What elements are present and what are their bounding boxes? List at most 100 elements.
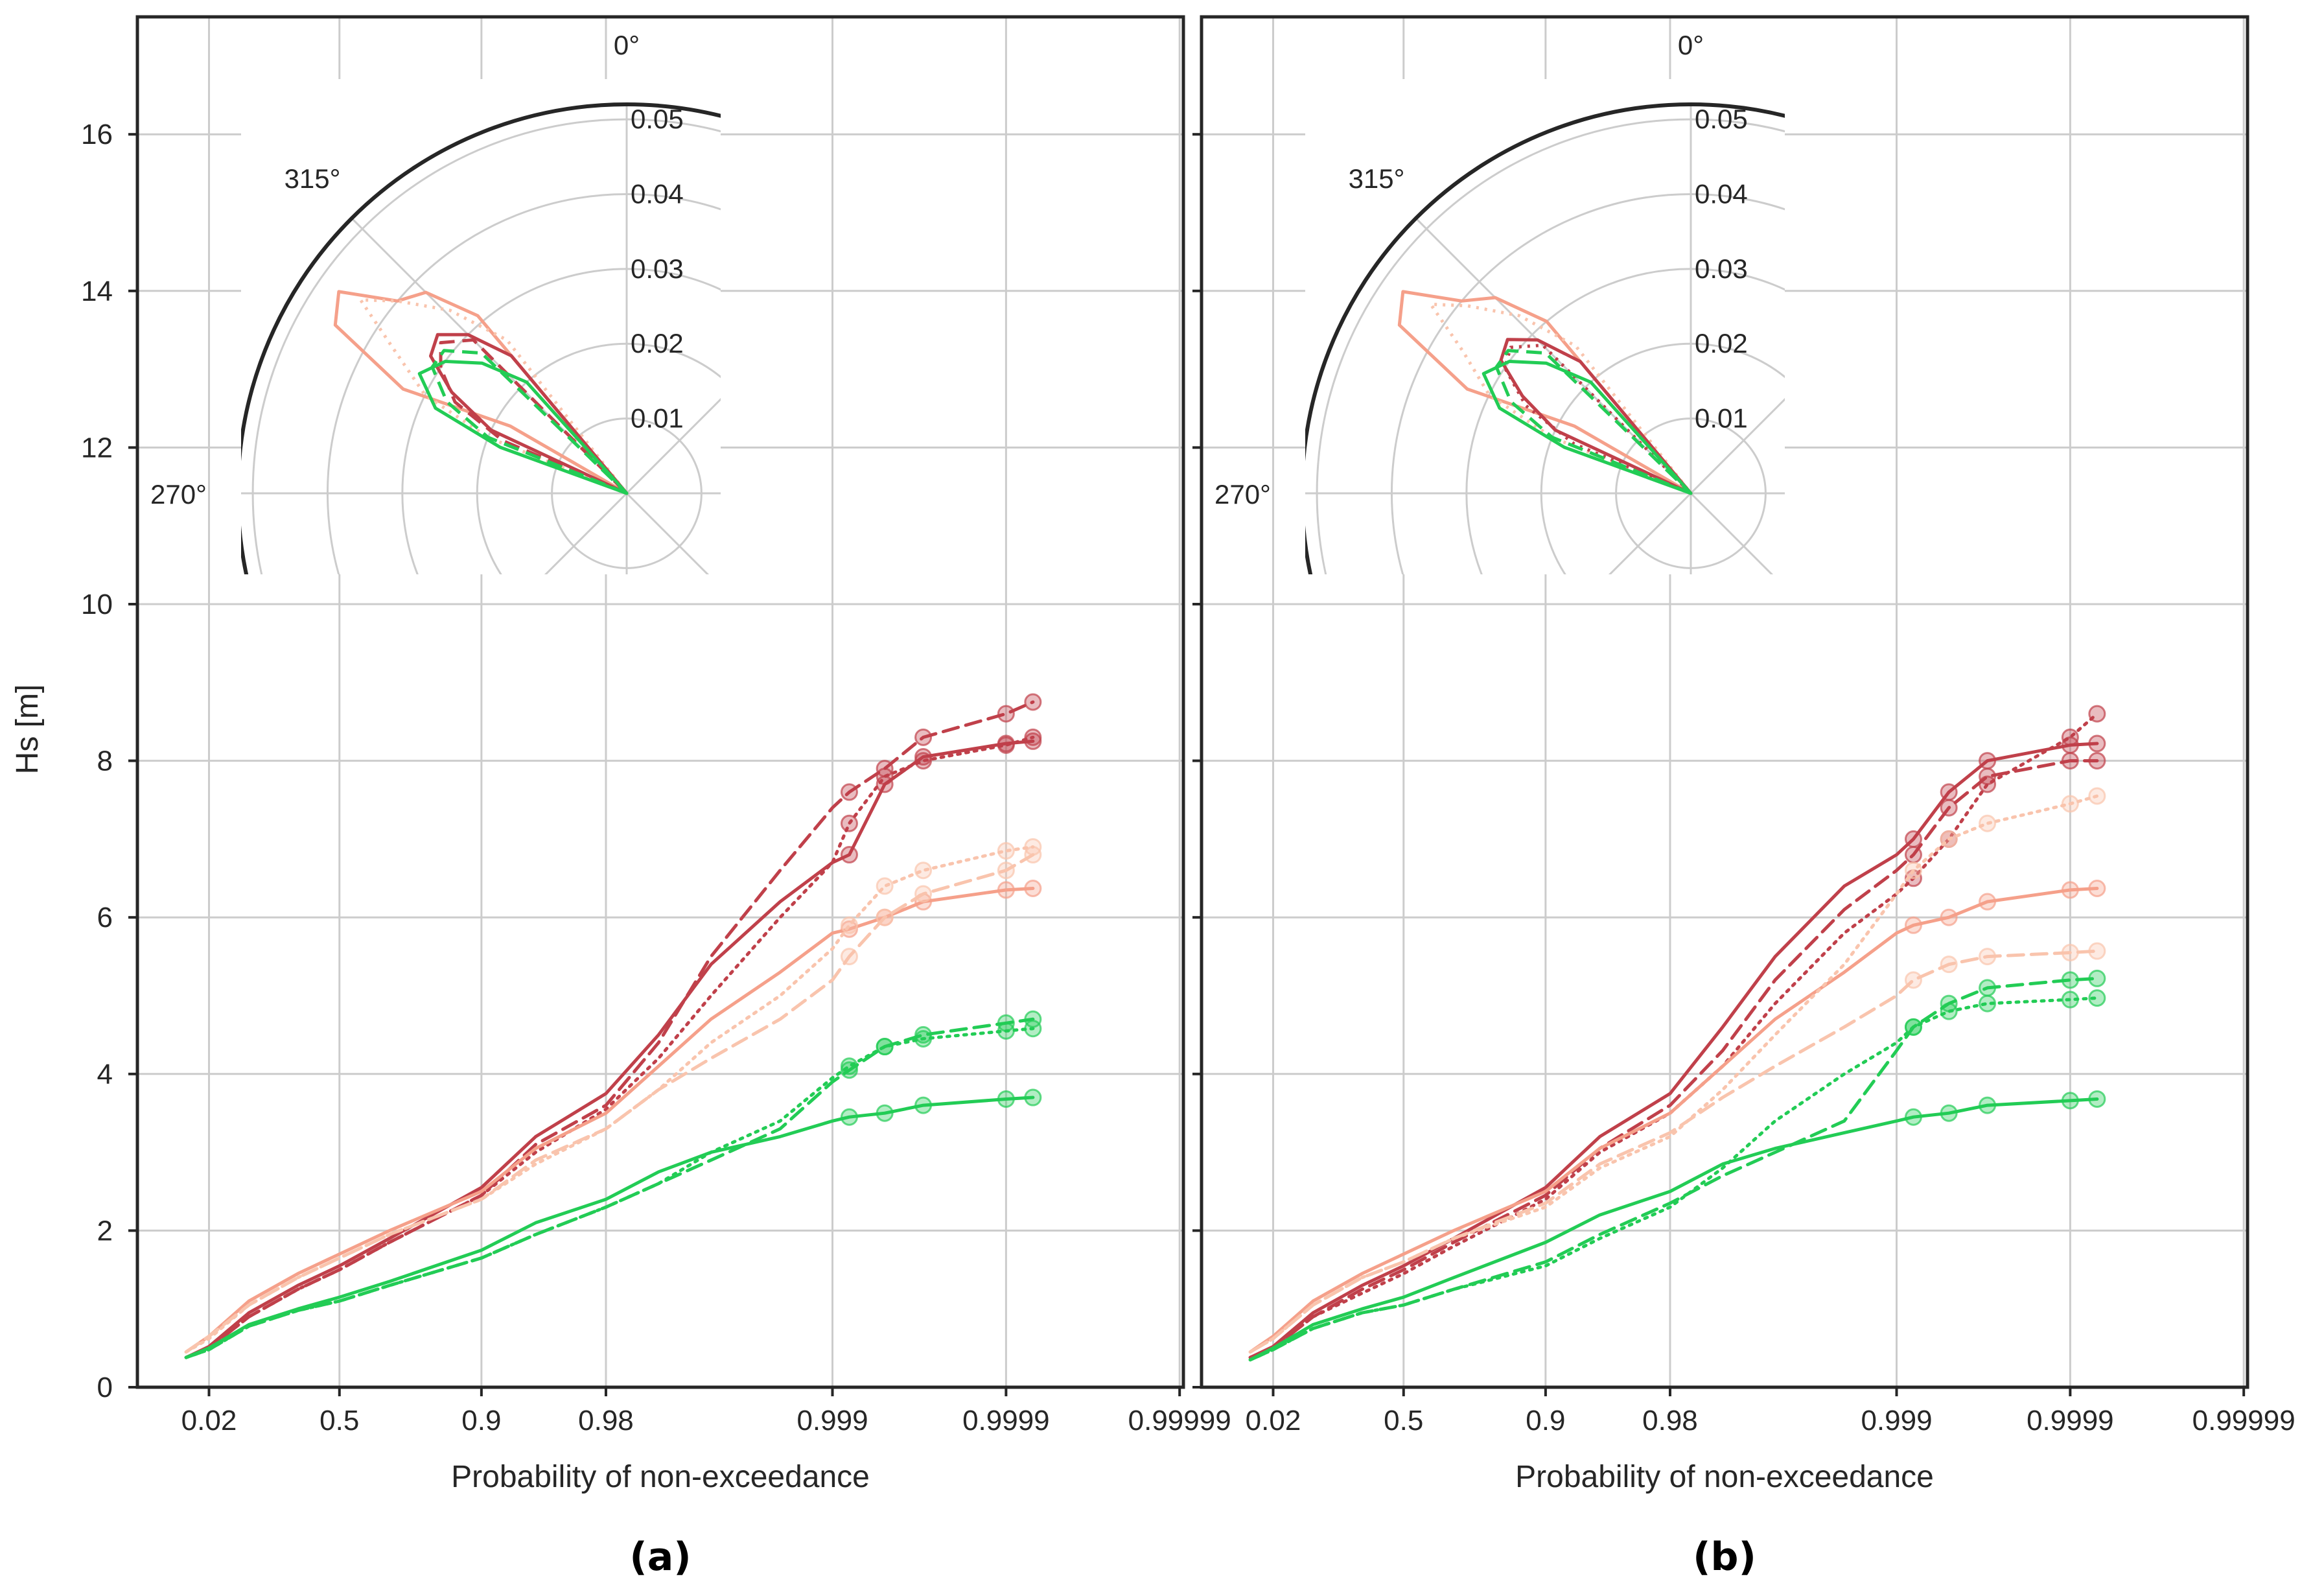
x-tick-label: 0.999 bbox=[1861, 1405, 1932, 1436]
y-tick-label: 6 bbox=[97, 902, 113, 933]
x-tick-label: 0.9999 bbox=[2027, 1405, 2114, 1436]
x-tick-label: 0.99999 bbox=[2192, 1405, 2295, 1436]
data-point bbox=[997, 1022, 1015, 1040]
polar-angle-label: 0° bbox=[614, 30, 640, 60]
data-point bbox=[840, 846, 858, 864]
series-line bbox=[184, 700, 1035, 1359]
data-point bbox=[840, 814, 858, 832]
y-tick-label: 4 bbox=[97, 1059, 113, 1090]
data-point bbox=[1940, 908, 1958, 926]
series-line bbox=[1248, 1097, 2099, 1362]
polar-plot bbox=[241, 102, 721, 574]
polar-angle-label: 270° bbox=[150, 479, 207, 510]
data-point bbox=[1904, 1108, 1922, 1126]
data-point bbox=[1940, 783, 1958, 801]
data-point bbox=[1940, 799, 1958, 817]
data-point bbox=[876, 877, 894, 895]
data-point bbox=[1979, 948, 1997, 966]
data-point bbox=[914, 861, 933, 880]
polar-series-line bbox=[358, 298, 629, 495]
data-point bbox=[1024, 880, 1042, 898]
data-point bbox=[1979, 1096, 1997, 1114]
polar-radial-label: 0.04 bbox=[1695, 178, 1748, 209]
y-tick-label: 2 bbox=[97, 1215, 113, 1247]
data-point bbox=[840, 948, 858, 966]
polar-series-line bbox=[1503, 344, 1693, 495]
polar-frame bbox=[241, 102, 721, 574]
data-point bbox=[2088, 787, 2106, 805]
data-point bbox=[1979, 893, 1997, 911]
series-line bbox=[184, 1096, 1035, 1359]
series-line bbox=[184, 1027, 1035, 1359]
data-point bbox=[914, 752, 933, 770]
data-point bbox=[1979, 994, 1997, 1013]
x-axis-label: Probability of non-exceedance bbox=[451, 1460, 870, 1494]
polar-radial-label: 0.02 bbox=[1695, 328, 1748, 358]
polar-spoke bbox=[544, 492, 628, 574]
polar-series-line bbox=[439, 338, 629, 495]
data-point bbox=[1979, 814, 1997, 832]
polar-radial-label: 0.04 bbox=[631, 178, 684, 209]
series-line bbox=[1248, 949, 2099, 1354]
y-tick-label: 8 bbox=[97, 745, 113, 777]
data-point bbox=[840, 1057, 858, 1075]
data-point bbox=[840, 916, 858, 934]
data-point bbox=[997, 842, 1015, 860]
data-point bbox=[914, 885, 933, 903]
polar-series-line bbox=[1499, 338, 1693, 495]
polar-spoke bbox=[1690, 492, 1774, 574]
data-point bbox=[2088, 880, 2106, 898]
data-point bbox=[1024, 1020, 1042, 1038]
y-axis-label: Hs [m] bbox=[10, 685, 45, 775]
series-line bbox=[184, 735, 1035, 1359]
axes-frame bbox=[135, 15, 1185, 1389]
series-line bbox=[1248, 794, 2099, 1354]
data-point bbox=[2061, 971, 2079, 989]
data-point bbox=[2088, 734, 2106, 753]
x-tick-label: 0.98 bbox=[578, 1405, 634, 1436]
data-point bbox=[1024, 693, 1042, 711]
data-point bbox=[2061, 1092, 2079, 1110]
data-point bbox=[840, 783, 858, 801]
x-axis-label: Probability of non-exceedance bbox=[1515, 1460, 1934, 1494]
x-tick-label: 0.5 bbox=[1384, 1405, 1423, 1436]
data-point bbox=[2061, 944, 2079, 962]
data-point bbox=[1940, 830, 1958, 848]
data-point bbox=[876, 1038, 894, 1056]
data-point bbox=[840, 1108, 858, 1126]
polar-series-line bbox=[1429, 302, 1693, 495]
data-point bbox=[2088, 752, 2106, 770]
data-point bbox=[1940, 1104, 1958, 1122]
polar-radial-label: 0.03 bbox=[1695, 253, 1748, 284]
data-point bbox=[1024, 728, 1042, 746]
data-point bbox=[997, 705, 1015, 723]
series-line bbox=[184, 845, 1035, 1354]
data-point bbox=[2061, 881, 2079, 899]
data-point bbox=[1979, 979, 1997, 997]
data-point bbox=[914, 1096, 933, 1114]
polar-frame bbox=[1305, 102, 1785, 574]
data-point bbox=[1979, 752, 1997, 770]
data-point bbox=[1904, 971, 1922, 989]
panel-a: 0.01 0.02 0.03 0.04 0.05 0° 315° 270° 0.02 0.5 0.9… bbox=[10, 15, 1231, 1580]
series-line bbox=[1248, 996, 2099, 1362]
polar-radial-label: 0.05 bbox=[1695, 104, 1748, 134]
y-tick-label: 0 bbox=[97, 1372, 113, 1403]
data-point bbox=[876, 908, 894, 926]
data-point bbox=[2061, 795, 2079, 813]
data-point bbox=[1904, 846, 1922, 864]
panel-b: 0.01 0.02 0.03 0.04 0.05 0° 315° 270° 0.02 0.5 0.9… bbox=[1192, 15, 2295, 1580]
x-tick-label: 0.9999 bbox=[962, 1405, 1050, 1436]
data-point bbox=[997, 881, 1015, 899]
polar-spoke bbox=[1608, 492, 1692, 574]
data-point bbox=[914, 1029, 933, 1048]
data-point bbox=[1904, 861, 1922, 880]
polar-spoke bbox=[625, 397, 721, 495]
y-tick-label: 14 bbox=[81, 275, 113, 307]
panel-label: (b) bbox=[1693, 1534, 1756, 1580]
polar-radial-label: 0.03 bbox=[631, 253, 684, 284]
data-point bbox=[997, 736, 1015, 754]
data-point bbox=[2088, 989, 2106, 1007]
data-point bbox=[1940, 1002, 1958, 1020]
